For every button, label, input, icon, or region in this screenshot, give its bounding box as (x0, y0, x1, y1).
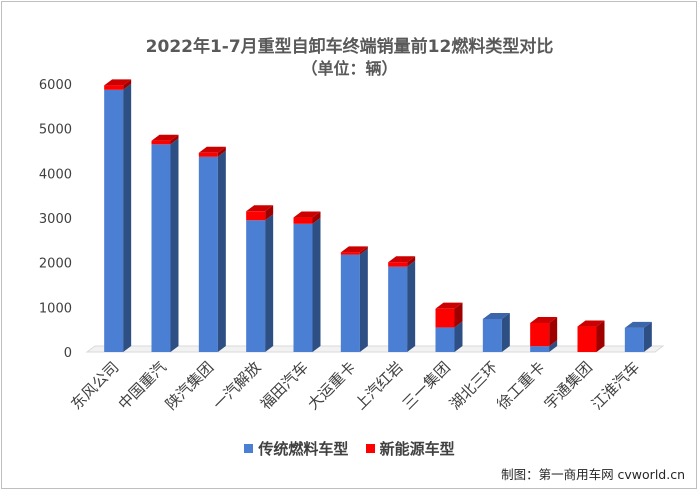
legend: 传统燃料车型 新能源车型 (0, 438, 699, 459)
bar-segment (293, 223, 313, 352)
bar-top (577, 320, 605, 327)
bar-top (435, 302, 463, 309)
bar-segment-side (265, 205, 274, 221)
x-category-label: 福田汽车 (257, 358, 312, 413)
legend-item-new-energy: 新能源车型 (365, 438, 455, 459)
bar-segment-side (170, 138, 179, 352)
bar-segment-side (549, 340, 558, 352)
bar-top (104, 79, 132, 86)
x-category-label: 大运重卡 (304, 358, 359, 413)
legend-item-traditional: 传统燃料车型 (244, 438, 348, 459)
y-tick-label: 0 (64, 346, 72, 361)
bar-segment-side (407, 256, 416, 267)
y-tick-label: 4000 (39, 167, 72, 182)
bar-segment (530, 346, 550, 352)
bar-segment (482, 318, 502, 352)
bar-top (482, 312, 510, 319)
x-category-label: 一汽解放 (209, 358, 264, 413)
bar-top (530, 316, 558, 323)
bar-top (151, 134, 179, 141)
y-tick-label: 3000 (39, 212, 72, 227)
bar-segment (435, 308, 455, 328)
bar-top (198, 146, 226, 153)
legend-swatch-new-energy (365, 444, 375, 453)
bar-segment (104, 85, 124, 90)
bar-segment (577, 326, 597, 352)
legend-label-new-energy: 新能源车型 (379, 440, 455, 458)
bar-segment-side (549, 316, 558, 347)
x-category-label: 中国重汽 (115, 358, 170, 413)
bar-segment (435, 327, 455, 352)
legend-label-traditional: 传统燃料车型 (258, 440, 349, 458)
bar-segment (293, 217, 313, 224)
bar-top (340, 246, 368, 253)
bar-segment (340, 254, 360, 352)
bar-segment-side (643, 321, 652, 352)
bar-segment (198, 152, 218, 157)
bar-segment-side (454, 302, 463, 328)
bar-segment (388, 266, 408, 352)
bar-top (246, 205, 274, 212)
y-tick-label: 1000 (39, 301, 72, 316)
bar-segment (104, 89, 124, 352)
bar-segment (246, 211, 266, 221)
x-category-label: 上汽红岩 (351, 358, 406, 413)
bar-segment-side (312, 217, 321, 352)
bar-top (388, 256, 416, 263)
bar-segment-side (359, 246, 368, 255)
bar-segment-side (501, 312, 510, 352)
bar-top (624, 321, 652, 328)
bar-segment-side (596, 320, 605, 352)
y-tick-label: 6000 (39, 78, 72, 93)
chart-floor (85, 345, 665, 353)
bar-segment-side (407, 260, 416, 352)
legend-swatch-traditional (244, 444, 254, 453)
chart-subtitle: （单位：辆） (301, 59, 398, 78)
source-credit: 制图：第一商用车网 cvworld.cn (501, 467, 685, 482)
bar-segment-side (217, 150, 226, 352)
bar-segment (624, 327, 644, 352)
x-category-label: 三一集团 (399, 358, 454, 413)
bar-segment (151, 140, 171, 145)
bar-segment (198, 156, 218, 352)
x-category-label: 东风公司 (67, 358, 122, 413)
bar-segment (246, 220, 266, 352)
x-category-label: 陕汽集团 (162, 358, 217, 413)
x-category-label: 徐工重卡 (493, 358, 548, 413)
bar-segment (151, 144, 171, 352)
y-tick-label: 5000 (39, 123, 72, 138)
bar-segment (340, 252, 360, 255)
bar-segment-side (312, 211, 321, 224)
bar-top (293, 211, 321, 218)
bar-segment (530, 322, 550, 347)
bar-segment-side (359, 248, 368, 352)
x-category-label: 宇通集团 (541, 358, 596, 413)
bar-segment-side (454, 321, 463, 352)
bar-segment-side (123, 83, 132, 352)
bar-segment-side (123, 79, 132, 90)
bar-segment-side (217, 146, 226, 157)
x-category-label: 江淮汽车 (588, 358, 643, 413)
y-tick-label: 2000 (39, 257, 72, 272)
bar-segment (388, 262, 408, 267)
chart-title: 2022年1-7月重型自卸车终端销量前12燃料类型对比 (145, 37, 554, 57)
bar-segment-side (265, 214, 274, 352)
x-category-label: 湖北三环 (446, 358, 501, 413)
bar-segment-side (170, 134, 179, 145)
